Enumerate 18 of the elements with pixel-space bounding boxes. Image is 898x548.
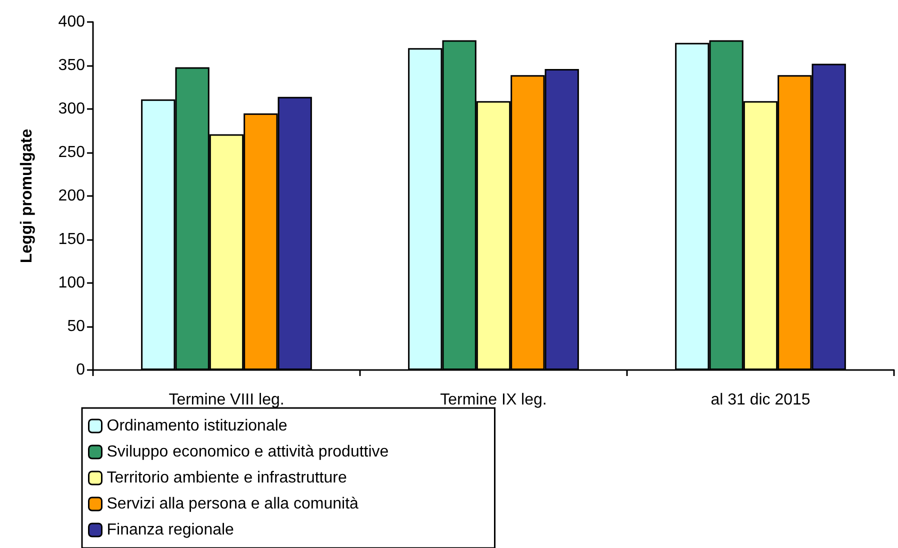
legend-label: Finanza regionale (106, 522, 234, 538)
y-tick-label: 50 (67, 318, 86, 335)
x-tick-label: Termine VIII leg. (168, 392, 284, 408)
x-tick-label: al 31 dic 2015 (710, 392, 810, 408)
x-tick-label: Termine IX leg. (440, 392, 547, 408)
legend-label: Sviluppo economico e attività produttive (106, 444, 389, 460)
y-tick-label: 200 (58, 188, 86, 204)
y-tick-label: 100 (58, 274, 86, 292)
y-axis-title: Leggi promulgate (18, 128, 36, 264)
legend-label: Servizi alla persona e alla comunità (106, 496, 359, 512)
y-tick-label: 250 (58, 144, 86, 161)
y-tick-label: 0 (76, 362, 86, 378)
legend-label: Ordinamento istituzionale (106, 418, 288, 434)
y-tick-label: 150 (58, 231, 86, 248)
y-tick-label: 300 (58, 100, 86, 118)
y-tick-label: 350 (58, 57, 86, 74)
y-tick-label: 400 (58, 14, 86, 30)
legend-label: Territorio ambiente e infrastrutture (106, 470, 347, 486)
